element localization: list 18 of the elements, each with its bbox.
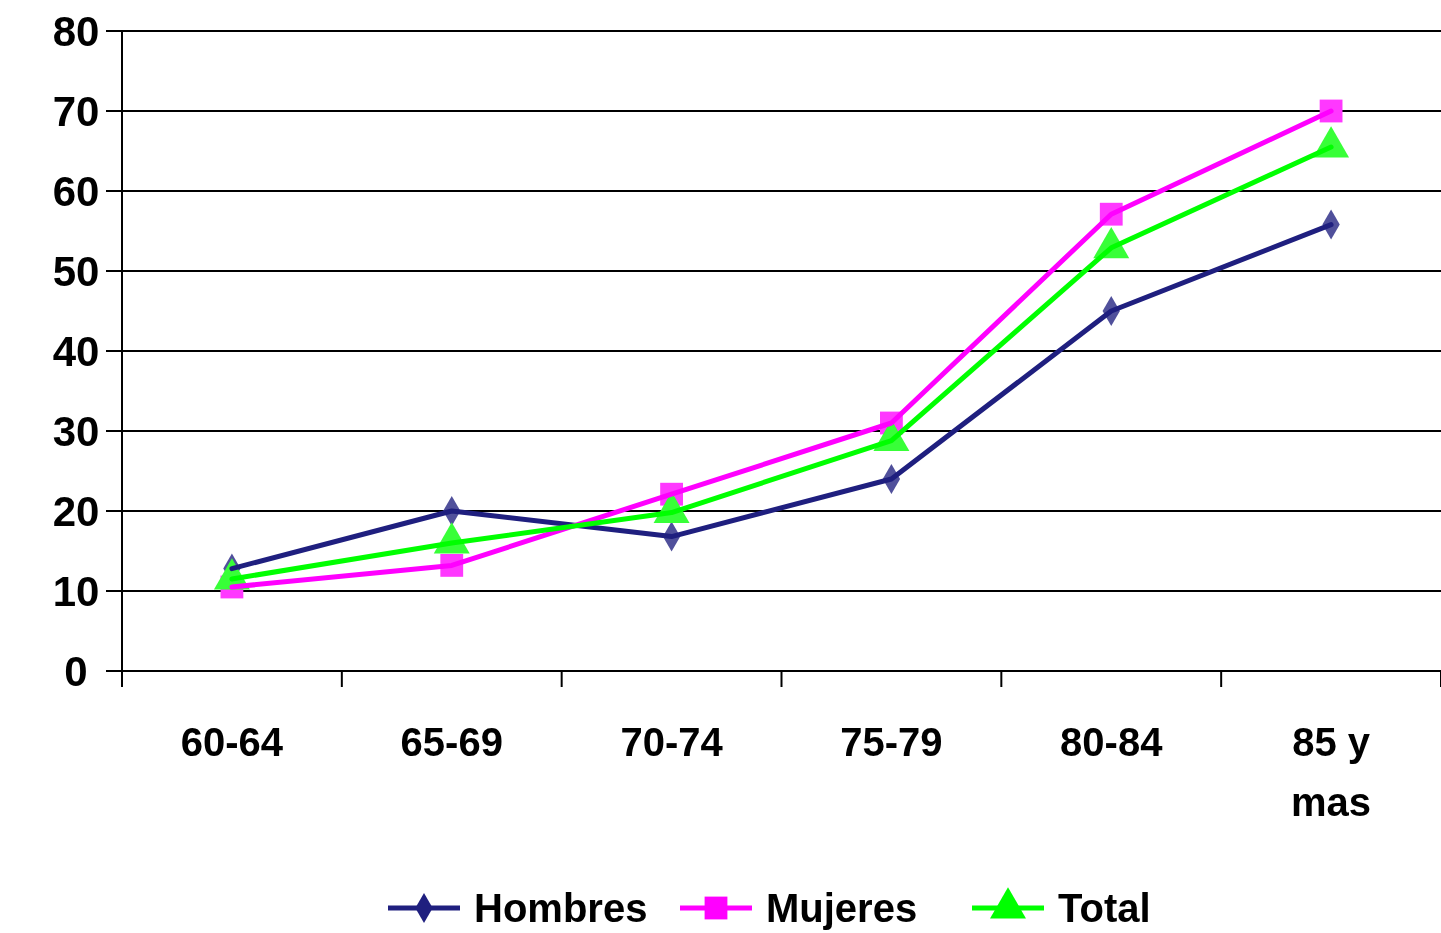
y-tick-label: 60 <box>52 168 100 216</box>
legend-label: Total <box>1058 886 1151 931</box>
x-tick-label: 85 y mas <box>1291 720 1372 824</box>
y-tick-label: 50 <box>52 248 100 296</box>
y-tick-label: 40 <box>52 328 100 376</box>
y-tick-label: 10 <box>52 568 100 616</box>
x-tick-label: 60-64 <box>180 720 284 764</box>
x-tick-label: 80-84 <box>1060 720 1164 764</box>
legend-label: Mujeres <box>766 886 918 931</box>
x-tick-label: 65-69 <box>400 720 503 764</box>
y-tick-label: 80 <box>52 8 100 56</box>
x-tick-label: 75-79 <box>840 720 943 764</box>
legend-label: Hombres <box>474 886 648 931</box>
x-tick-label: 70-74 <box>620 720 724 764</box>
y-tick-label: 20 <box>52 488 100 536</box>
y-tick-label: 30 <box>52 408 100 456</box>
y-tick-label: 70 <box>52 88 100 136</box>
y-tick-label: 0 <box>64 648 88 696</box>
